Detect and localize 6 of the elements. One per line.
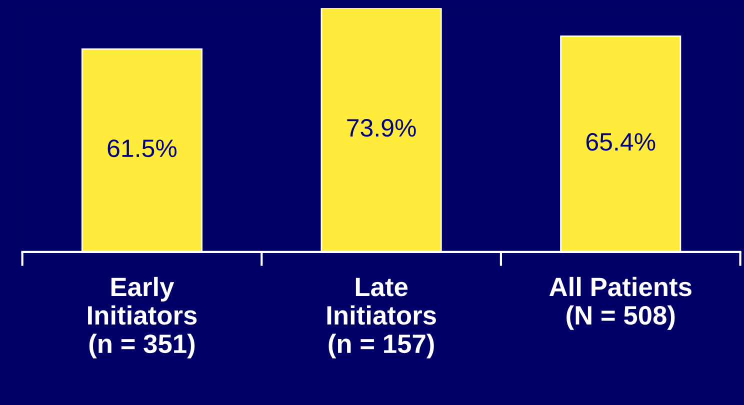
x-tick-label: Late Initiators (n = 157): [327, 278, 436, 358]
data-label: 65.4%: [586, 133, 656, 151]
x-tick-label: Early Initiators (n = 351): [88, 276, 197, 358]
data-label: 73.9%: [347, 119, 416, 137]
x-tick-label: All Patients (N = 508): [549, 276, 692, 330]
data-label: 61.5%: [108, 139, 177, 158]
